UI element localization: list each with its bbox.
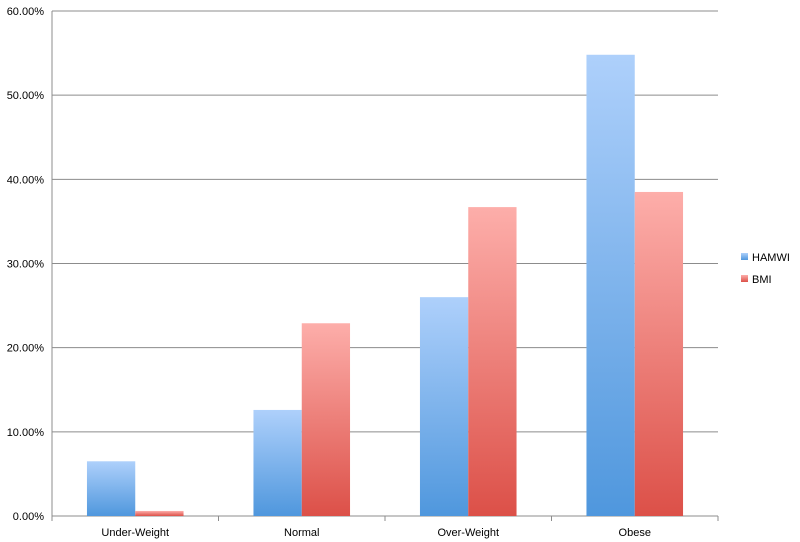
y-tick-label: 50.00% [7,90,45,102]
axis-labels: 0.00% 10.00% 20.00% 30.00% 40.00% 50.00% 60.00… [7,6,651,539]
bar-bmi-under-weight [135,510,184,516]
x-tick-label: Under-Weight [101,527,169,539]
legend-swatch-hamwi [741,253,748,260]
bar-hamwi-obese [586,54,635,517]
bar-bmi-normal [301,323,351,516]
legend-label-hamwi: HAMWI [752,252,790,264]
x-tick-label: Over-Weight [437,527,499,539]
legend-label-bmi: BMI [752,274,772,286]
y-tick-label: 40.00% [7,174,45,186]
y-tick-label: 60.00% [7,6,45,18]
y-tick-label: 20.00% [7,343,45,355]
bar-hamwi-under-weight [86,461,136,516]
x-tick-label: Obese [619,527,651,539]
legend-swatch-bmi [741,275,748,282]
y-tick-label: 10.00% [7,427,45,439]
bar-hamwi-over-weight [419,297,469,516]
x-tick-label: Normal [284,527,319,539]
bar-bmi-over-weight [468,207,517,516]
bar-hamwi-normal [253,409,302,516]
legend: HAMWI BMI [741,252,790,286]
bars [86,54,684,517]
bar-bmi-obese [634,191,684,517]
y-tick-label: 30.00% [7,259,45,271]
y-tick-label: 0.00% [13,511,44,523]
